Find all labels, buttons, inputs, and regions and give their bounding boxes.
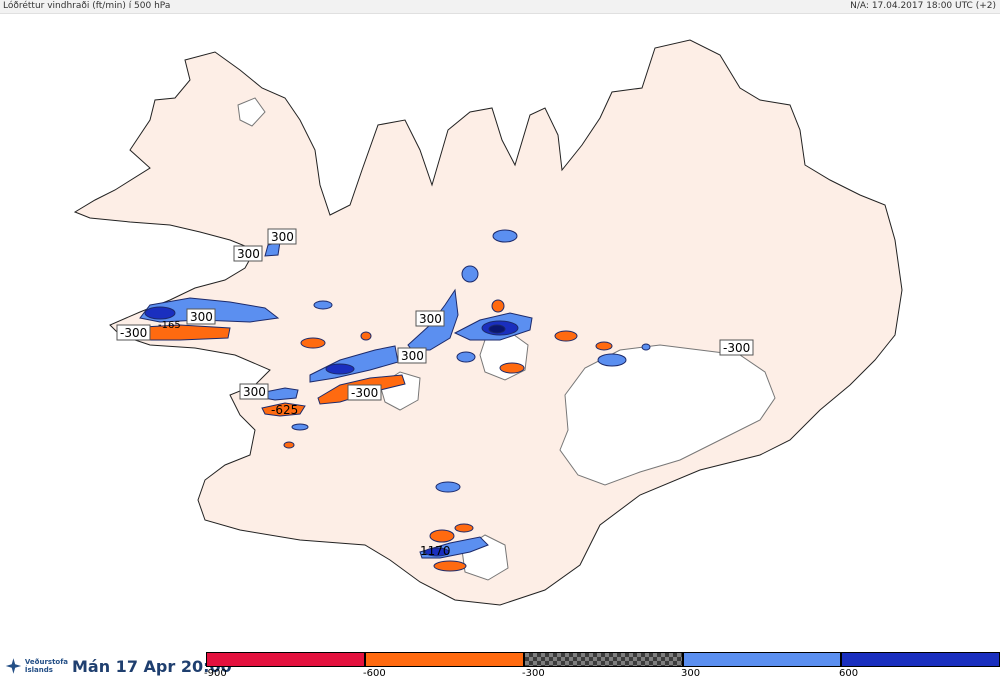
contour-label: 300 [419,312,442,326]
contour-area [456,351,476,363]
glacier-drangajokull [237,97,266,127]
contour-area [454,523,474,533]
contour-area [461,265,479,283]
map-header: Lóðréttur vindhraði (ft/min) í 500 hPa N… [0,0,1000,14]
run-info: N/A: 17.04.2017 18:00 UTC (+2) [850,1,996,11]
map-title: Lóðréttur vindhraði (ft/min) í 500 hPa [3,1,171,11]
logo-text-2: Íslands [24,666,53,674]
legend-tick: -900 [204,668,227,679]
legend-bin-neutral [524,652,683,667]
forecast-datetime: Mán 17 Apr 20:00 [72,657,232,676]
contour-area [499,362,525,374]
contour-area [424,547,450,557]
contour-area [597,353,627,367]
legend-tick: 600 [839,668,859,679]
legend-tick: -600 [363,668,386,679]
contour-label: -165 [158,320,181,331]
legend-bin-strong-up [841,652,1000,667]
legend-tick: 300 [681,668,701,679]
contour-label: -300 [120,326,147,340]
color-legend: -900 -600 -300 300 600 [204,652,1000,680]
vedurstofa-logo: Veðurstofa Íslands [4,655,68,677]
glacier-vatnajokull [559,344,776,486]
contour-area [433,560,467,572]
contour-area [595,341,613,351]
legend-bin-strong-down [206,652,365,667]
contour-area [291,423,309,431]
contour-area [300,337,326,349]
contour-area [488,324,506,334]
contour-label: 300 [237,247,260,261]
contour-area [313,300,333,310]
contour-label: -300 [351,386,378,400]
contour-area [492,229,518,243]
legend-bin-down [365,652,524,667]
contour-label: -625 [271,403,298,417]
legend-tick: -300 [522,668,545,679]
contour-area [283,441,295,449]
logo-text-1: Veðurstofa [24,658,68,666]
contour-label: 300 [271,230,294,244]
contour-area [261,402,306,417]
contour-label: 1170 [420,544,451,558]
contour-areas [123,229,651,572]
contour-label: 300 [243,385,266,399]
contour-area [325,363,355,375]
contour-area [360,331,372,341]
contour-area [435,481,461,493]
contour-area [144,306,176,320]
logo-icon [5,658,22,674]
contour-area [641,343,651,351]
contour-area [554,330,578,342]
legend-bin-up [683,652,841,667]
map-footer: Veðurstofa Íslands Mán 17 Apr 20:00 -900… [0,650,1000,680]
contour-label: -300 [723,341,750,355]
iceland-map: 300 300 300 -300 -165 300 300 -300 -625 … [73,39,903,606]
contour-labels: 300 300 300 -300 -165 300 300 -300 -625 … [116,228,754,558]
contour-area [491,299,505,313]
contour-label: 300 [190,310,213,324]
contour-label: 300 [401,349,424,363]
contour-area [429,529,455,543]
